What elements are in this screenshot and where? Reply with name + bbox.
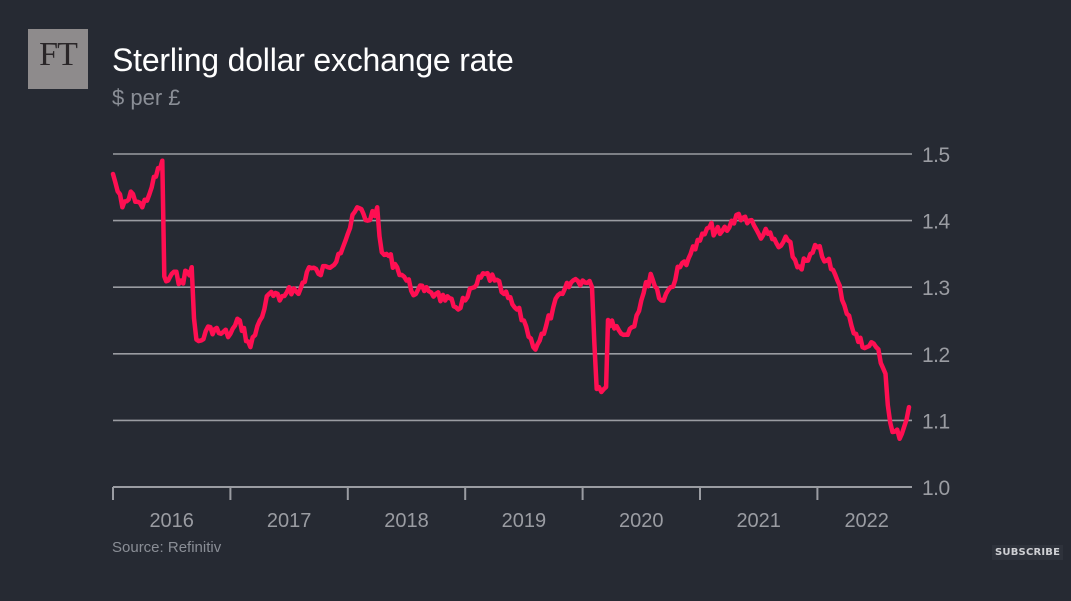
ft-logo: FT xyxy=(28,29,88,89)
x-tick-label: 2017 xyxy=(267,510,312,532)
y-tick-label: 1.1 xyxy=(922,410,950,433)
x-tick-label: 2018 xyxy=(384,510,429,532)
x-tick-label: 2020 xyxy=(619,510,664,532)
chart-subtitle: $ per £ xyxy=(112,85,181,110)
x-axis-labels: 2016 2017 2018 2019 2020 2021 2022 xyxy=(149,510,889,532)
y-tick-label: 1.2 xyxy=(922,344,950,367)
ft-logo-text: FT xyxy=(39,36,78,73)
y-tick-label: 1.5 xyxy=(922,144,950,167)
chart-title: Sterling dollar exchange rate xyxy=(112,42,514,78)
exchange-rate-line xyxy=(110,158,912,442)
x-tick-label: 2019 xyxy=(502,510,547,532)
x-axis xyxy=(112,486,912,500)
y-tick-label: 1.3 xyxy=(922,277,950,300)
y-tick-label: 1.0 xyxy=(922,477,950,500)
gridlines xyxy=(113,153,912,422)
y-tick-label: 1.4 xyxy=(922,211,951,234)
y-axis-labels: 1.5 1.4 1.3 1.2 1.1 1.0 xyxy=(922,144,951,500)
x-tick-label: 2021 xyxy=(736,510,781,532)
x-tick-label: 2022 xyxy=(844,510,889,532)
source-note: Source: Refinitiv xyxy=(112,539,222,556)
subscribe-button[interactable]: SUBSCRIBE xyxy=(992,545,1064,560)
x-tick-label: 2016 xyxy=(149,510,194,532)
